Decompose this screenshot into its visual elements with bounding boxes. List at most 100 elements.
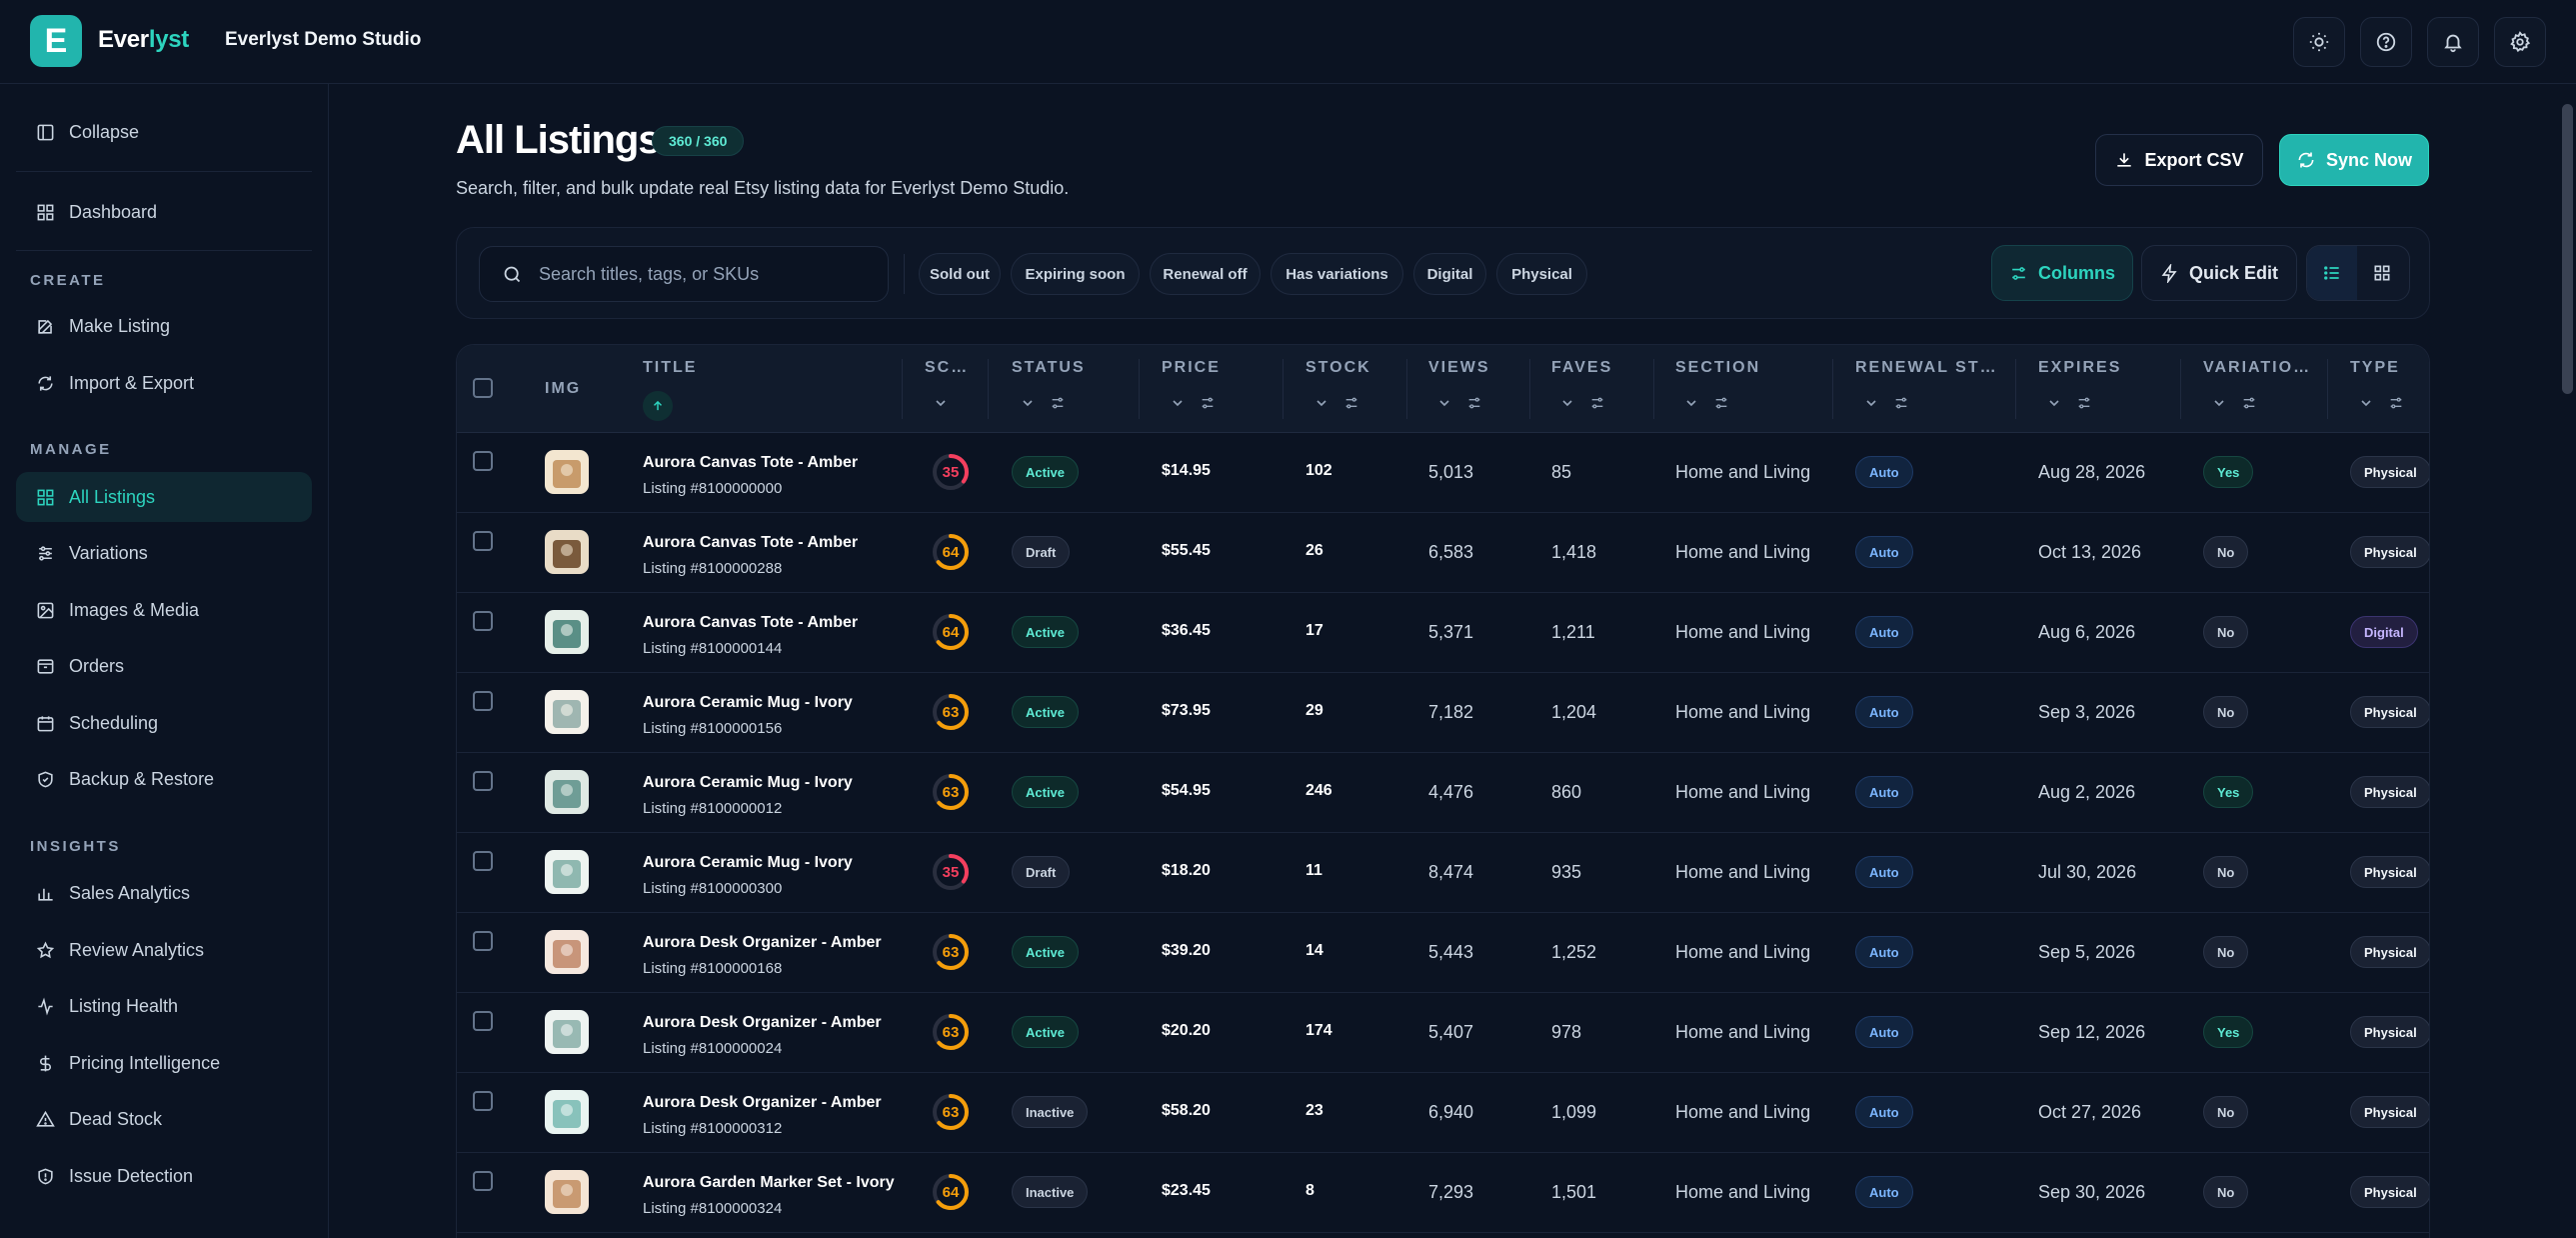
quick-edit-button[interactable]: Quick Edit: [2141, 245, 2297, 301]
listing-title[interactable]: Aurora Canvas Tote - Amber: [643, 454, 859, 471]
row-checkbox[interactable]: [473, 691, 493, 711]
filter-sliders-icon[interactable]: [1893, 395, 1909, 411]
filter-sliders-icon[interactable]: [2388, 395, 2404, 411]
table-row[interactable]: Aurora Ceramic Mug - Ivory Listing #8100…: [457, 753, 2429, 833]
select-all-checkbox[interactable]: [473, 378, 493, 398]
price-value[interactable]: $55.45: [1162, 542, 1211, 559]
header-title[interactable]: TITLE: [643, 359, 698, 376]
listing-thumbnail[interactable]: [545, 530, 589, 574]
chevron-down-icon[interactable]: [2358, 395, 2374, 411]
header-stock[interactable]: STOCK: [1305, 359, 1371, 376]
stock-value[interactable]: 29: [1305, 702, 1323, 719]
sync-now-button[interactable]: Sync Now: [2279, 134, 2429, 186]
stock-value[interactable]: 11: [1305, 862, 1322, 879]
chevron-down-icon[interactable]: [1863, 395, 1879, 411]
grid-view-button[interactable]: [2357, 246, 2407, 300]
listing-title[interactable]: Aurora Garden Marker Set - Ivory: [643, 1174, 895, 1191]
sidebar-item-sales-analytics[interactable]: Sales Analytics: [16, 868, 312, 918]
row-checkbox[interactable]: [473, 531, 493, 551]
row-checkbox[interactable]: [473, 611, 493, 631]
table-row[interactable]: Aurora Canvas Tote - Amber Listing #8100…: [457, 513, 2429, 593]
chevron-down-icon[interactable]: [1313, 395, 1329, 411]
header-views[interactable]: VIEWS: [1428, 359, 1490, 376]
row-checkbox[interactable]: [473, 1091, 493, 1111]
filter-sliders-icon[interactable]: [1343, 395, 1359, 411]
row-checkbox[interactable]: [473, 771, 493, 791]
price-value[interactable]: $39.20: [1162, 942, 1211, 959]
sidebar-item-backup-restore[interactable]: Backup & Restore: [16, 754, 312, 804]
header-faves[interactable]: FAVES: [1551, 359, 1613, 376]
listing-title[interactable]: Aurora Desk Organizer - Amber: [643, 1094, 882, 1111]
listing-thumbnail[interactable]: [545, 1170, 589, 1214]
sidebar-item-pricing-intelligence[interactable]: Pricing Intelligence: [16, 1038, 312, 1088]
sidebar-item-images-media[interactable]: Images & Media: [16, 585, 312, 635]
listing-thumbnail[interactable]: [545, 610, 589, 654]
filter-chip-renewal-off[interactable]: Renewal off: [1150, 253, 1261, 295]
table-row[interactable]: Aurora Canvas Tote - Amber Listing #8100…: [457, 593, 2429, 673]
chevron-down-icon[interactable]: [2046, 395, 2062, 411]
table-row[interactable]: Aurora Desk Organizer - Amber Listing #8…: [457, 993, 2429, 1073]
header-type[interactable]: TYPE: [2350, 359, 2400, 376]
price-value[interactable]: $20.20: [1162, 1022, 1211, 1039]
chevron-down-icon[interactable]: [1559, 395, 1575, 411]
table-row[interactable]: Aurora Desk Organizer - Amber Listing #8…: [457, 913, 2429, 993]
stock-value[interactable]: 14: [1305, 942, 1323, 959]
sidebar-item-issue-detection[interactable]: Issue Detection: [16, 1151, 312, 1201]
header-status[interactable]: STATUS: [1012, 359, 1086, 376]
listing-title[interactable]: Aurora Desk Organizer - Amber: [643, 1014, 882, 1031]
sidebar-item-dashboard[interactable]: Dashboard: [16, 187, 312, 237]
filter-chip-has-variations[interactable]: Has variations: [1271, 253, 1403, 295]
settings-button[interactable]: [2494, 17, 2546, 67]
stock-value[interactable]: 246: [1305, 782, 1332, 799]
sidebar-collapse-button[interactable]: Collapse: [16, 107, 312, 157]
filter-sliders-icon[interactable]: [1050, 395, 1066, 411]
filter-chip-physical[interactable]: Physical: [1496, 253, 1587, 295]
theme-toggle-button[interactable]: [2293, 17, 2345, 67]
row-checkbox[interactable]: [473, 851, 493, 871]
chevron-down-icon[interactable]: [1683, 395, 1699, 411]
filter-sliders-icon[interactable]: [1589, 395, 1605, 411]
filter-sliders-icon[interactable]: [2241, 395, 2257, 411]
listing-thumbnail[interactable]: [545, 690, 589, 734]
price-value[interactable]: $36.45: [1162, 622, 1211, 639]
header-price[interactable]: PRICE: [1162, 359, 1221, 376]
price-value[interactable]: $14.95: [1162, 462, 1211, 479]
export-csv-button[interactable]: Export CSV: [2095, 134, 2263, 186]
listing-thumbnail[interactable]: [545, 450, 589, 494]
table-row[interactable]: Aurora Garden Marker Set - Ivory Listing…: [457, 1153, 2429, 1233]
listing-title[interactable]: Aurora Ceramic Mug - Ivory: [643, 854, 853, 871]
sidebar-item-review-analytics[interactable]: Review Analytics: [16, 925, 312, 975]
filter-sliders-icon[interactable]: [1713, 395, 1729, 411]
header-renewal[interactable]: RENEWAL ST…: [1855, 359, 1998, 376]
stock-value[interactable]: 102: [1305, 462, 1332, 479]
filter-sliders-icon[interactable]: [2076, 395, 2092, 411]
filter-chip-digital[interactable]: Digital: [1413, 253, 1486, 295]
chevron-down-icon[interactable]: [1020, 395, 1036, 411]
sidebar-item-dead-stock[interactable]: Dead Stock: [16, 1094, 312, 1144]
price-value[interactable]: $23.45: [1162, 1182, 1211, 1199]
stock-value[interactable]: 8: [1305, 1182, 1314, 1199]
row-checkbox[interactable]: [473, 931, 493, 951]
table-row[interactable]: Aurora Canvas Tote - Amber Listing #8100…: [457, 433, 2429, 513]
sidebar-item-orders[interactable]: Orders: [16, 641, 312, 691]
filter-sliders-icon[interactable]: [1200, 395, 1216, 411]
row-checkbox[interactable]: [473, 451, 493, 471]
search-input[interactable]: [539, 263, 869, 285]
search-box[interactable]: [479, 246, 889, 302]
sidebar-item-scheduling[interactable]: Scheduling: [16, 698, 312, 748]
filter-chip-sold-out[interactable]: Sold out: [919, 253, 1001, 295]
header-expires[interactable]: EXPIRES: [2038, 359, 2122, 376]
chevron-down-icon[interactable]: [2211, 395, 2227, 411]
price-value[interactable]: $18.20: [1162, 862, 1211, 879]
header-score[interactable]: SC…: [925, 359, 970, 376]
stock-value[interactable]: 23: [1305, 1102, 1323, 1119]
price-value[interactable]: $73.95: [1162, 702, 1211, 719]
sidebar-item-listing-health[interactable]: Listing Health: [16, 981, 312, 1031]
filter-chip-expiring-soon[interactable]: Expiring soon: [1011, 253, 1140, 295]
listing-title[interactable]: Aurora Canvas Tote - Amber: [643, 534, 859, 551]
filter-sliders-icon[interactable]: [1466, 395, 1482, 411]
listing-title[interactable]: Aurora Ceramic Mug - Ivory: [643, 694, 853, 711]
listing-thumbnail[interactable]: [545, 850, 589, 894]
notifications-button[interactable]: [2427, 17, 2479, 67]
listing-thumbnail[interactable]: [545, 930, 589, 974]
